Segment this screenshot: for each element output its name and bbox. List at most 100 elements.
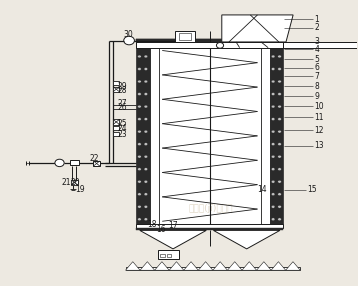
Polygon shape — [140, 231, 206, 249]
Text: 22: 22 — [89, 154, 99, 163]
Text: 13: 13 — [315, 141, 324, 150]
Circle shape — [55, 159, 64, 167]
Circle shape — [271, 93, 275, 96]
Circle shape — [278, 67, 281, 70]
Text: 兆恒機(jī)械在線: 兆恒機(jī)械在線 — [189, 204, 233, 213]
Text: 29: 29 — [117, 82, 127, 91]
Text: 2: 2 — [315, 23, 319, 32]
Text: 16: 16 — [156, 225, 165, 234]
Bar — [179, 33, 192, 40]
Bar — [175, 31, 195, 42]
Text: 21: 21 — [61, 178, 71, 187]
Text: 25: 25 — [117, 119, 127, 128]
Circle shape — [144, 130, 147, 133]
Polygon shape — [155, 262, 169, 270]
Circle shape — [278, 105, 281, 108]
Circle shape — [137, 180, 141, 183]
Bar — [113, 132, 120, 136]
Circle shape — [271, 67, 275, 70]
Text: 26: 26 — [117, 103, 127, 112]
Circle shape — [278, 168, 281, 171]
Circle shape — [278, 143, 281, 146]
Circle shape — [271, 180, 275, 183]
Bar — [126, 267, 300, 270]
Circle shape — [278, 118, 281, 120]
Text: 18: 18 — [147, 220, 156, 229]
Circle shape — [278, 155, 281, 158]
Text: 8: 8 — [315, 82, 319, 91]
Polygon shape — [271, 262, 286, 270]
Text: 30: 30 — [124, 30, 134, 39]
Circle shape — [278, 180, 281, 183]
Bar — [93, 161, 100, 166]
Bar — [136, 224, 284, 228]
Text: 6: 6 — [315, 63, 319, 72]
Text: 11: 11 — [315, 113, 324, 122]
Circle shape — [271, 80, 275, 83]
Polygon shape — [126, 262, 140, 270]
Circle shape — [271, 155, 275, 158]
Polygon shape — [213, 262, 227, 270]
Bar — [261, 48, 270, 224]
Bar — [71, 180, 78, 185]
Circle shape — [137, 118, 141, 120]
Polygon shape — [257, 262, 271, 270]
Circle shape — [217, 43, 224, 48]
Circle shape — [278, 193, 281, 196]
Circle shape — [144, 118, 147, 120]
Circle shape — [271, 143, 275, 146]
Text: 12: 12 — [315, 126, 324, 135]
Bar — [113, 126, 120, 130]
Bar — [167, 254, 171, 257]
Circle shape — [137, 218, 141, 221]
Bar — [113, 81, 120, 85]
Text: 14: 14 — [257, 185, 267, 194]
Circle shape — [144, 193, 147, 196]
Bar — [150, 48, 159, 224]
Bar — [136, 228, 284, 231]
Bar — [136, 42, 284, 48]
Text: 5: 5 — [315, 55, 319, 63]
Text: 28: 28 — [117, 86, 127, 96]
Circle shape — [278, 205, 281, 208]
Circle shape — [271, 193, 275, 196]
Text: 15: 15 — [308, 185, 317, 194]
Text: 23: 23 — [117, 130, 127, 139]
Circle shape — [144, 80, 147, 83]
Circle shape — [271, 205, 275, 208]
Bar — [70, 160, 79, 166]
Circle shape — [271, 218, 275, 221]
Text: 3: 3 — [315, 37, 319, 46]
Circle shape — [278, 218, 281, 221]
Circle shape — [137, 105, 141, 108]
Polygon shape — [227, 262, 242, 270]
Circle shape — [137, 55, 141, 58]
Polygon shape — [213, 231, 280, 249]
Bar — [136, 42, 358, 48]
Bar — [136, 39, 284, 42]
Circle shape — [271, 168, 275, 171]
Bar — [159, 48, 261, 224]
Circle shape — [271, 55, 275, 58]
Circle shape — [137, 93, 141, 96]
Circle shape — [271, 130, 275, 133]
Bar — [113, 119, 120, 124]
Text: 9: 9 — [315, 92, 319, 101]
Circle shape — [144, 168, 147, 171]
Text: 24: 24 — [117, 124, 127, 133]
Text: 20: 20 — [71, 178, 81, 187]
Bar — [136, 39, 284, 42]
Bar — [158, 250, 179, 259]
Text: 27: 27 — [117, 99, 127, 108]
Text: 19: 19 — [75, 185, 84, 194]
Text: 1: 1 — [315, 15, 319, 24]
Circle shape — [137, 168, 141, 171]
Circle shape — [271, 118, 275, 120]
Circle shape — [137, 205, 141, 208]
Polygon shape — [169, 262, 184, 270]
Bar — [136, 48, 150, 224]
Circle shape — [137, 193, 141, 196]
Circle shape — [144, 143, 147, 146]
Circle shape — [144, 180, 147, 183]
Circle shape — [137, 80, 141, 83]
